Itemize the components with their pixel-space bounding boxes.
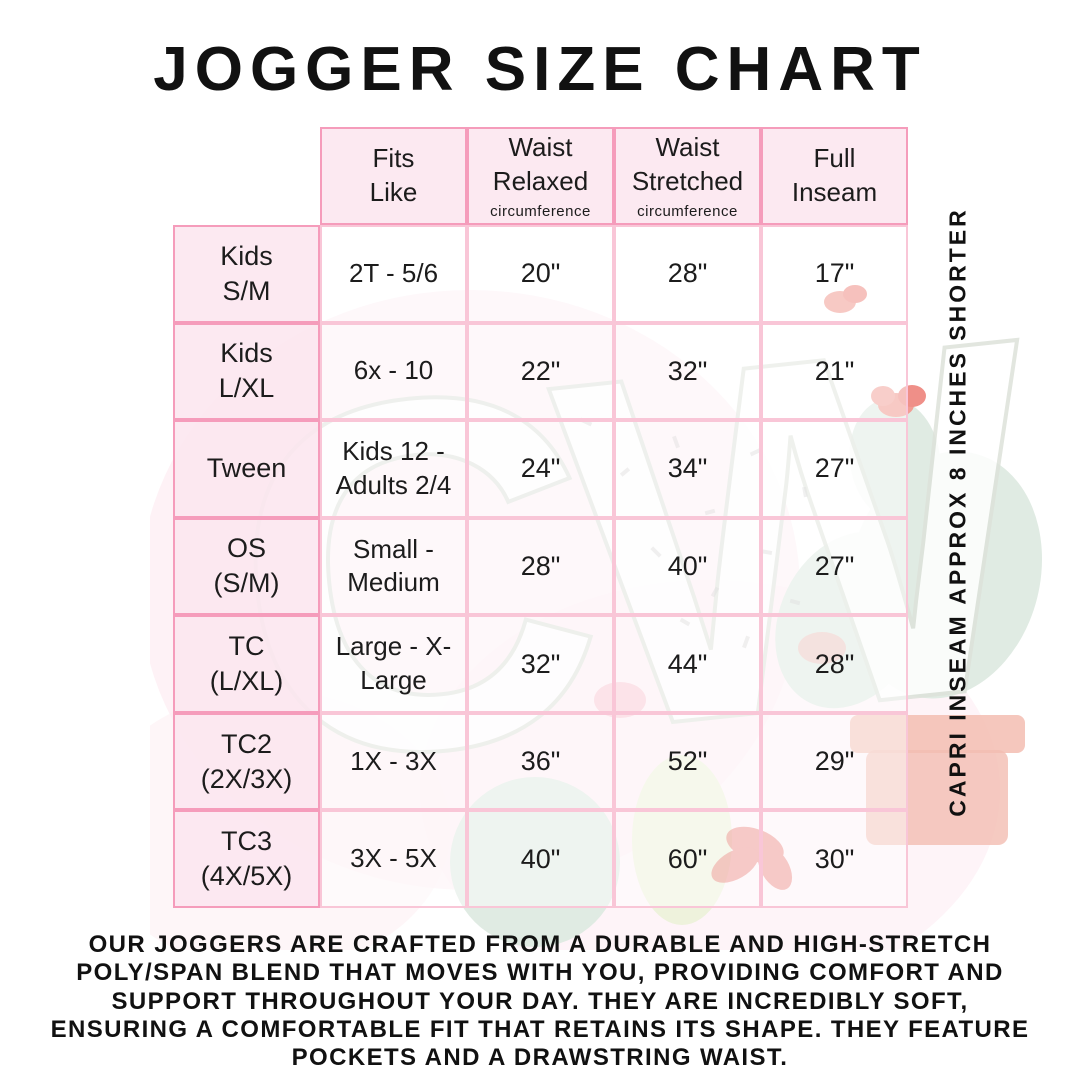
table-cell: 36" xyxy=(467,712,614,811)
table-cell: 44" xyxy=(614,615,761,713)
table-cell: 2T - 5/6 xyxy=(320,225,467,323)
table-cell: 40" xyxy=(614,517,761,616)
table-cell: 32" xyxy=(467,615,614,713)
row-label-kids-lxl: Kids L/XL xyxy=(173,322,320,421)
capri-inseam-note: CAPRI INSEAM APPROX 8 INCHES SHORTER xyxy=(944,207,971,817)
table-cell: 21" xyxy=(761,322,908,421)
table-cell: 28" xyxy=(761,615,908,713)
table-cell: 22" xyxy=(467,322,614,421)
description-text: OUR JOGGERS ARE CRAFTED FROM A DURABLE A… xyxy=(50,931,1030,1072)
row-label-tc3: TC3 (4X/5X) xyxy=(173,810,320,908)
table-cell: 1X - 3X xyxy=(320,712,467,811)
column-header-waist-relaxed: Waist Relaxed circumference xyxy=(467,127,614,225)
table-cell: 3X - 5X xyxy=(320,810,467,908)
table-cell: 17" xyxy=(761,225,908,323)
column-header-waist-stretched: Waist Stretched circumference xyxy=(614,127,761,225)
table-cell: 60" xyxy=(614,810,761,908)
table-cell: 27" xyxy=(761,517,908,616)
table-cell: Large - X-Large xyxy=(320,615,467,713)
column-header-fits-like: Fits Like xyxy=(320,127,467,225)
table-cell: 52" xyxy=(614,712,761,811)
row-label-tc: TC (L/XL) xyxy=(173,615,320,713)
column-subheader: circumference xyxy=(637,202,738,220)
table-cell: 28" xyxy=(614,225,761,323)
table-cell: Kids 12 - Adults 2/4 xyxy=(320,420,467,518)
table-cell: 28" xyxy=(467,517,614,616)
page-title: JOGGER SIZE CHART xyxy=(153,35,927,104)
row-label-tc2: TC2 (2X/3X) xyxy=(173,712,320,811)
row-label-os: OS (S/M) xyxy=(173,517,320,616)
column-subheader: circumference xyxy=(490,202,591,220)
table-cell: 30" xyxy=(761,810,908,908)
column-header-full-inseam: Full Inseam xyxy=(761,127,908,225)
row-label-kids-sm: Kids S/M xyxy=(173,225,320,323)
table-cell: 24" xyxy=(467,420,614,518)
table-cell: 20" xyxy=(467,225,614,323)
table-cell: 32" xyxy=(614,322,761,421)
table-cell: 27" xyxy=(761,420,908,518)
size-chart-table: Fits Like Waist Relaxed circumference Wa… xyxy=(173,127,908,908)
table-cell: 29" xyxy=(761,712,908,811)
table-corner-blank xyxy=(173,127,320,225)
table-cell: Small - Medium xyxy=(320,517,467,616)
table-cell: 40" xyxy=(467,810,614,908)
table-cell: 6x - 10 xyxy=(320,322,467,421)
row-label-tween: Tween xyxy=(173,420,320,518)
table-cell: 34" xyxy=(614,420,761,518)
